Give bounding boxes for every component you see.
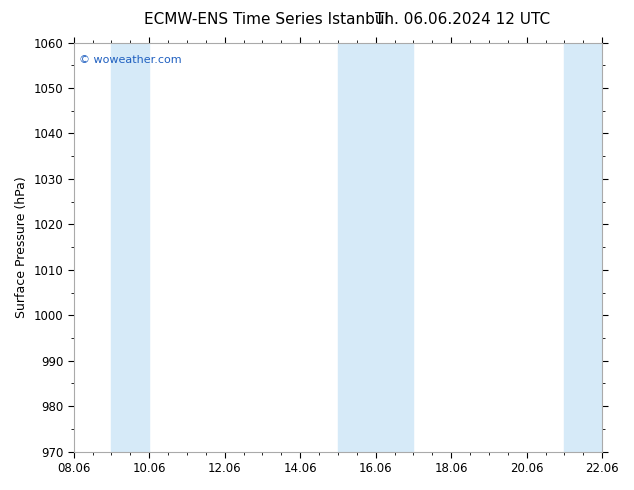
Y-axis label: Surface Pressure (hPa): Surface Pressure (hPa) [15, 176, 28, 318]
Bar [112, 43, 149, 452]
Text: © woweather.com: © woweather.com [79, 55, 181, 65]
Bar [564, 43, 602, 452]
Text: Th. 06.06.2024 12 UTC: Th. 06.06.2024 12 UTC [375, 12, 550, 27]
Text: ECMW-ENS Time Series Istanbul: ECMW-ENS Time Series Istanbul [144, 12, 389, 27]
Title: ECMW-ENS Time Series Istanbul    Th. 06.06.2024 12 UTC: ECMW-ENS Time Series Istanbul Th. 06.06.… [0, 489, 1, 490]
Bar [338, 43, 413, 452]
